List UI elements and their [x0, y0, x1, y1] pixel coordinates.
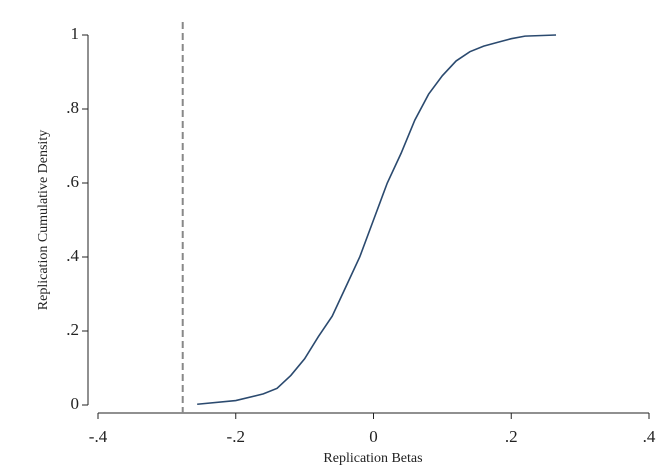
x-tick-label: 0 [369, 427, 378, 446]
x-tick-label: -.4 [89, 427, 108, 446]
x-tick-label: .4 [643, 427, 656, 446]
y-tick-label: 0 [71, 394, 80, 413]
cdf-line [197, 34, 557, 406]
y-tick-label: .4 [66, 246, 79, 265]
y-tick-label: .2 [66, 320, 79, 339]
x-tick-label: -.2 [227, 427, 245, 446]
y-axis-title: Replication Cumulative Density [36, 130, 51, 310]
y-tick-label: 1 [71, 24, 80, 43]
y-tick-label: .6 [66, 172, 79, 191]
x-axis-title: Replication Betas [323, 451, 422, 466]
x-tick-label: .2 [505, 427, 518, 446]
y-tick-label: .8 [66, 98, 79, 117]
